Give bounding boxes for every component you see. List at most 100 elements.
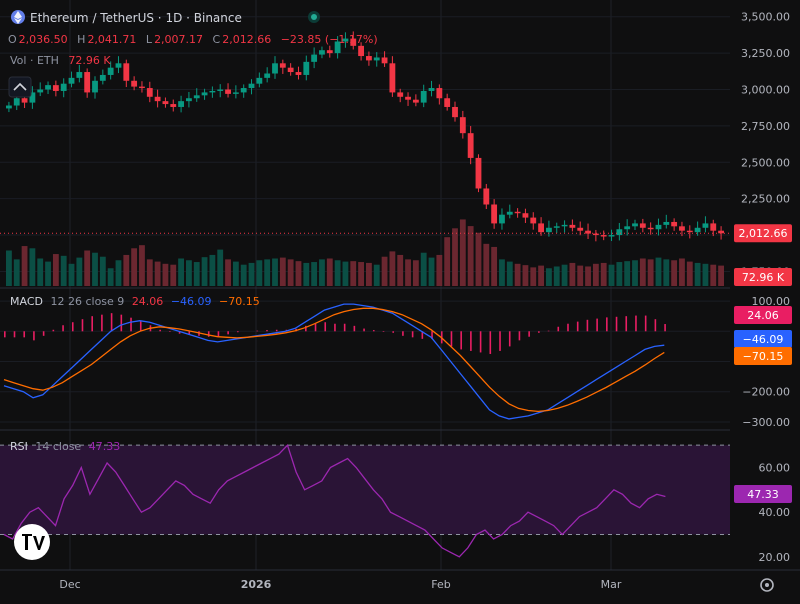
candle-body [287, 67, 294, 73]
volume-bar [264, 259, 271, 286]
macd-histogram-bar [52, 329, 55, 332]
macd-histogram-bar [207, 331, 210, 337]
tradingview-logo[interactable] [14, 524, 50, 560]
chart-settings-button[interactable] [760, 578, 774, 592]
candle-body [334, 41, 341, 54]
rsi-line [3, 443, 666, 558]
volume-bar [467, 226, 474, 286]
candle-body [131, 80, 138, 87]
rsi-tick-label: 60.00 [759, 462, 791, 475]
candle-body [232, 92, 239, 94]
candle-body [107, 67, 114, 75]
volume-bar [272, 258, 278, 286]
candle-body [561, 224, 568, 227]
volume-bar [209, 254, 216, 286]
candle-body [29, 92, 36, 103]
volume-bar [201, 257, 208, 286]
macd-histogram-bar [266, 330, 268, 332]
volume-bar [655, 257, 662, 286]
volume-bar [178, 258, 184, 286]
macd-histogram-bar [101, 314, 103, 332]
candle-body [154, 96, 161, 102]
volume-bar [663, 259, 670, 286]
low-value: 2,007.17 [154, 33, 203, 46]
macd-params: 12 26 close 9 [50, 295, 124, 308]
volume-bar [84, 250, 91, 286]
candle-body [679, 226, 685, 231]
candle-body [452, 106, 458, 118]
rsi-tick-label: 20.00 [759, 551, 791, 564]
candle-body [295, 72, 302, 75]
candle-body [663, 221, 670, 225]
time-tick-label: 2026 [241, 578, 272, 591]
volume-bar [616, 262, 623, 286]
rsi-tick-label: 40.00 [759, 506, 791, 519]
volume-bar [52, 254, 59, 286]
candle-body [264, 73, 271, 78]
candle-body [538, 223, 544, 233]
macd-histogram-bar [586, 319, 589, 332]
right-badges: 2,012.66 72.96 K 24.06 −46.09 −70.15 47.33 [734, 224, 792, 503]
candle-body [381, 57, 388, 64]
collapse-legend-button[interactable] [8, 76, 32, 98]
volume-bar [21, 246, 28, 286]
candle-body [553, 226, 560, 228]
macd-histogram-bar [615, 316, 618, 332]
volume-bar [686, 261, 693, 286]
volume-bar [538, 265, 544, 286]
volume-bar [499, 259, 505, 286]
volume-bar [326, 258, 333, 286]
volume-bar [608, 264, 615, 286]
volume-bar [131, 248, 138, 286]
candle-body [225, 89, 231, 94]
candle-body [569, 224, 576, 228]
macd-hist-value: 24.06 [132, 295, 164, 308]
macd-label: MACD [10, 295, 43, 308]
candle-body [405, 96, 411, 100]
macd-histogram-bar [217, 331, 220, 337]
price-tick-label: 3,250.00 [741, 47, 790, 60]
volume-bar [350, 261, 357, 286]
macd-histogram-bar [363, 328, 365, 332]
macd-badge-text: −46.09 [743, 333, 784, 346]
close-label: C [213, 33, 221, 46]
macd-histogram-bar [392, 331, 395, 333]
candle-body [21, 98, 28, 103]
candle-body [608, 235, 615, 237]
candle-body [389, 63, 396, 93]
volume-bar [217, 249, 224, 286]
volume-bar [248, 262, 255, 286]
rsi-band-background [0, 445, 730, 535]
price-tick-label: 2,500.00 [741, 156, 790, 169]
candle-body [193, 95, 200, 99]
volume-bar [162, 263, 169, 286]
candle-body [311, 54, 318, 62]
macd-tick-label: −200.00 [742, 386, 790, 399]
volume-bar [186, 260, 192, 286]
price-badge-text: 2,012.66 [739, 227, 788, 240]
candle-body [647, 227, 654, 230]
candle-body [702, 223, 709, 228]
candle-body [279, 63, 286, 68]
candle-body [358, 45, 364, 57]
candle-body [217, 89, 224, 91]
candle-body [459, 117, 466, 134]
macd-signal-value: −70.15 [219, 295, 260, 308]
volume-bar [342, 261, 349, 286]
macd-histogram-bar [120, 314, 123, 332]
macd-histogram-bar [596, 318, 598, 332]
candle-body [397, 92, 404, 97]
candle-body [162, 101, 169, 105]
macd-histogram-bar [518, 331, 521, 341]
change-value: −23.85 (−1.17%) [281, 33, 378, 46]
volume-bar [530, 267, 537, 286]
volume-bar [37, 258, 44, 286]
macd-tick-label: −300.00 [742, 416, 790, 429]
volume-bar [483, 243, 490, 286]
volume-bar [225, 259, 231, 286]
candle-body [546, 227, 552, 233]
volume-bar [76, 257, 83, 286]
candle-body [92, 80, 98, 93]
